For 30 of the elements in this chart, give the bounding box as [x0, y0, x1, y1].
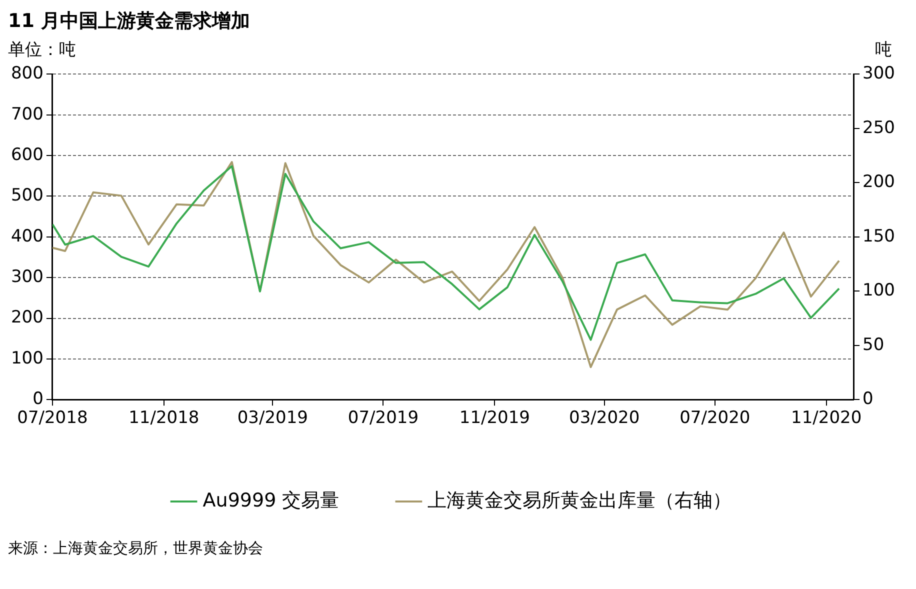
x-tick-label: 07/2019 [348, 408, 419, 428]
y-tick-label: 200 [10, 308, 44, 328]
legend-label: Au9999 交易量 [202, 489, 340, 512]
x-tick-label: 07/2020 [680, 408, 750, 428]
x-tick-label: 11/2020 [791, 408, 862, 428]
x-tick-label: 07/2018 [17, 408, 88, 428]
y-tick-label: 700 [10, 104, 44, 124]
y2-tick-label: 250 [862, 118, 896, 138]
y-axis-title: 单位：吨 [8, 39, 76, 61]
source-note: 来源：上海黄金交易所，世界黄金协会 [8, 539, 264, 558]
x-tick-label: 03/2019 [237, 408, 308, 428]
y-tick-label: 100 [10, 348, 44, 368]
x-tick-label: 11/2018 [128, 408, 200, 428]
y2-axis-title: 吨 [875, 39, 892, 61]
y2-tick-label: 300 [862, 64, 896, 84]
x-tick-label: 11/2019 [459, 408, 530, 428]
y-tick-label: 300 [10, 266, 44, 287]
y-tick-label: 0 [32, 389, 44, 410]
y-tick-label: 800 [10, 64, 44, 84]
y2-tick-label: 200 [862, 172, 896, 192]
chart-title: 11 月中国上游黄金需求增加 [8, 9, 252, 34]
y2-tick-label: 0 [862, 389, 874, 410]
y2-tick-label: 150 [862, 226, 896, 246]
y2-tick-label: 50 [862, 334, 884, 355]
y-tick-label: 500 [10, 186, 44, 206]
y-tick-label: 600 [10, 144, 44, 165]
y2-tick-label: 100 [862, 280, 896, 301]
x-tick-label: 03/2020 [569, 408, 640, 428]
y-tick-label: 400 [10, 226, 44, 246]
legend-label: 上海黄金交易所黄金出库量（右轴） [428, 489, 732, 512]
